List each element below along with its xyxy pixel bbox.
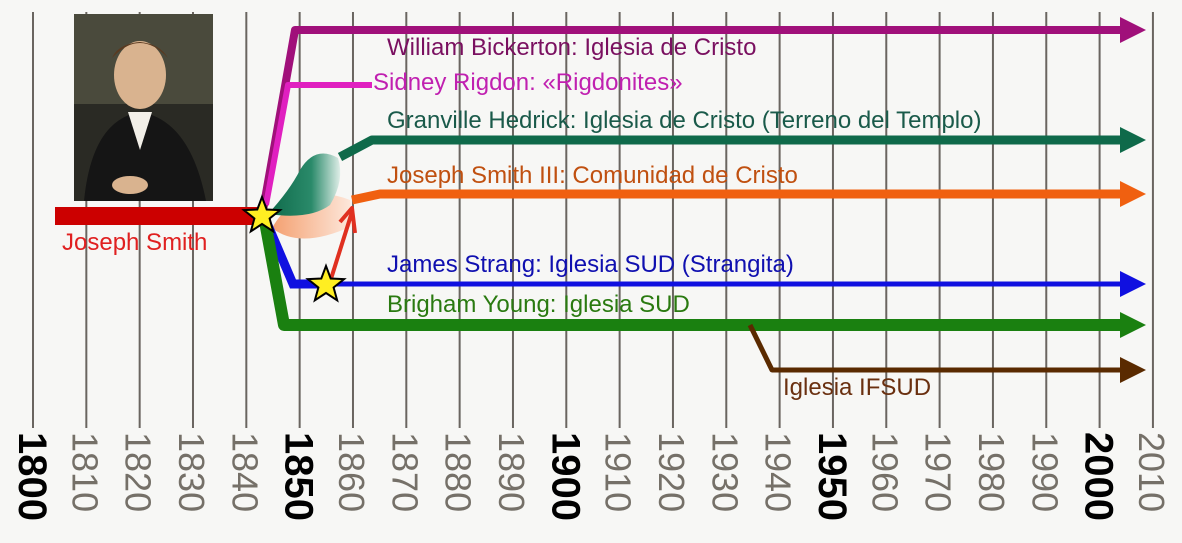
hedrick-arrow [1120,127,1146,153]
smith3-arrow [1120,181,1146,207]
bickerton-label: William Bickerton: Iglesia de Cristo [387,34,756,61]
year-label: 1910 [598,432,639,512]
year-label: 1990 [1024,432,1065,512]
strang-label: James Strang: Iglesia SUD (Strangita) [387,251,794,278]
ifsud-line [747,323,1120,373]
year-label: 2010 [1131,432,1172,512]
year-label: 1890 [491,432,532,512]
year-label: 1860 [331,432,372,512]
founder-label: Joseph Smith [62,229,207,256]
year-label: 1940 [758,432,799,512]
star-icon [305,263,347,303]
year-label: 1870 [384,432,425,512]
succession-blob [268,153,341,216]
year-label: 1830 [171,432,212,512]
bickerton-arrow [1120,17,1146,43]
year-label: 1880 [438,432,479,512]
year-label: 1930 [704,432,745,512]
year-label: 1950 [810,432,854,521]
year-label: 1920 [651,432,692,512]
smith3-label: Joseph Smith III: Comunidad de Cristo [387,162,798,189]
star-icon [241,194,283,234]
year-label: 1970 [918,432,959,512]
brigham-line [258,214,1120,331]
hedrick-label: Granville Hedrick: Iglesia de Cristo (Te… [387,107,981,134]
year-label: 1800 [10,432,54,521]
succession-arrow-head [338,206,357,234]
year-label: 1960 [864,432,905,512]
brigham-label: Brigham Young: Iglesia SUD [387,291,690,318]
hedrick-line [337,135,1120,161]
ifsud-label: Iglesia IFSUD [783,374,931,401]
strang-arrow [1120,271,1146,297]
year-label: 1810 [64,432,105,512]
rigdon-line [263,82,372,206]
succession-arrow [328,211,354,283]
year-label: 2000 [1077,432,1121,521]
year-label: 1820 [118,432,159,512]
rigdon-label: Sidney Rigdon: «Rigdonites» [373,69,683,96]
year-label: 1980 [971,432,1012,512]
brigham-arrow [1120,312,1146,338]
joseph-smith-portrait [74,14,213,201]
ifsud-arrow [1120,357,1146,383]
smith3-line [351,189,1120,205]
year-label: 1850 [277,432,321,521]
year-label: 1900 [543,432,587,521]
year-label: 1840 [224,432,265,512]
